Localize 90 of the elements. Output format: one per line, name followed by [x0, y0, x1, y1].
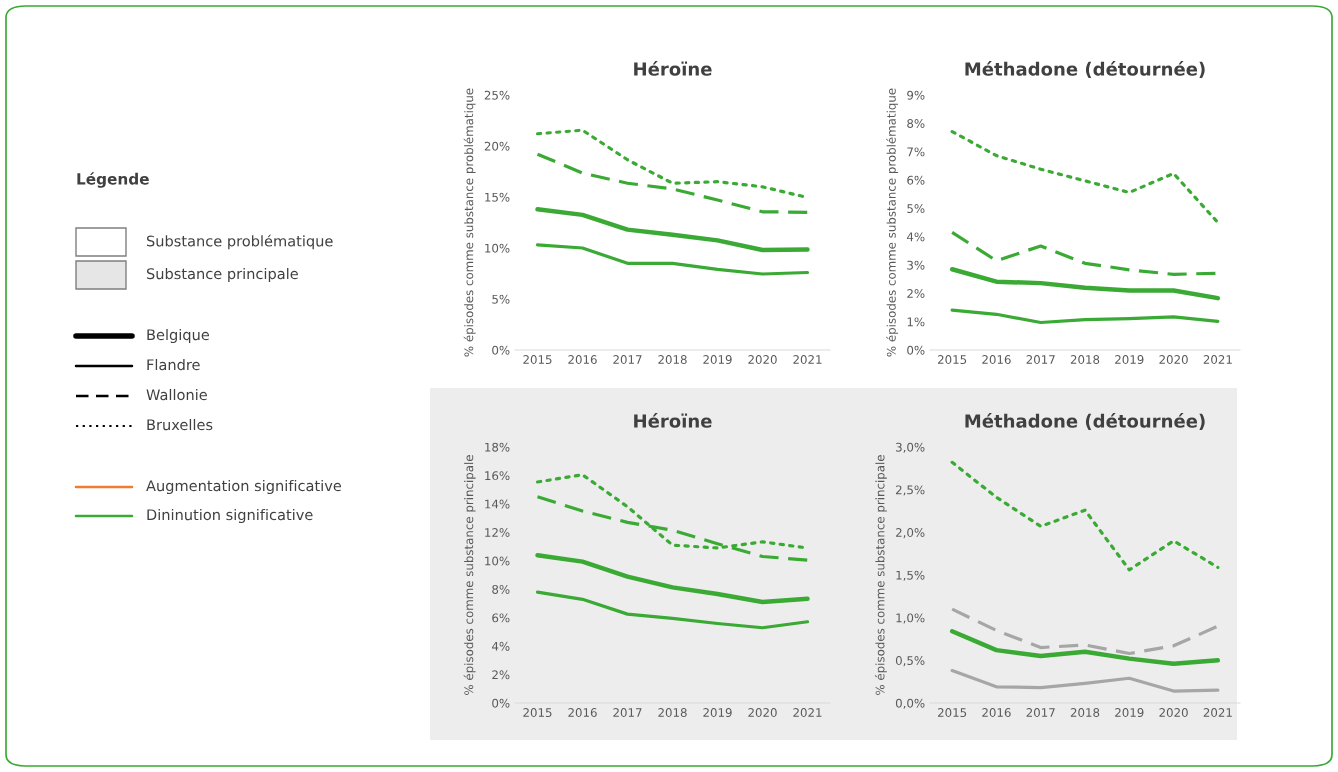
chart-title: Méthadone (détournée): [965, 413, 1205, 430]
text: Dininution significative: [147, 508, 313, 524]
y-tick-label: 1,5%: [896, 570, 925, 581]
text: Substance principale: [146, 267, 298, 283]
text: Bruxelles: [147, 418, 213, 431]
line-series: [950, 668, 1220, 693]
y-tick-label: 16%: [485, 471, 510, 481]
x-tick-label: 2020: [1159, 708, 1188, 717]
line-series: [535, 207, 810, 253]
y-tick-label: 4%: [491, 641, 510, 651]
y-tick-label: 3,0%: [896, 442, 925, 453]
y-tick-label: 5%: [492, 294, 510, 304]
y-axis-title: % épisodes comme substance problématique: [886, 88, 899, 357]
x-tick-label: 2021: [793, 355, 822, 364]
y-tick-label: 6%: [907, 175, 925, 185]
chart-title: Méthadone (détournée): [965, 61, 1205, 78]
y-tick-label: 12%: [485, 528, 510, 537]
x-tick-label: 2015: [523, 708, 552, 717]
x-tick-label: 2018: [658, 708, 687, 717]
y-tick-label: 9%: [907, 90, 925, 100]
x-tick-label: 2017: [613, 708, 642, 717]
line-series: [535, 553, 810, 605]
x-tick-label: 2017: [1026, 355, 1055, 364]
line-series: [535, 243, 810, 276]
x-tick-label: 2019: [703, 355, 732, 364]
x-tick-label: 2021: [1203, 708, 1232, 717]
y-tick-label: 0%: [907, 345, 925, 355]
y-tick-label: 5%: [907, 204, 925, 213]
y-tick-label: 0,0%: [895, 698, 925, 709]
line-series: [535, 152, 810, 214]
x-tick-label: 2019: [703, 708, 732, 717]
x-tick-label: 2016: [568, 355, 597, 364]
line-series: [950, 460, 1220, 572]
x-tick-label: 2017: [613, 355, 642, 364]
chart-title: Héroïne: [634, 61, 712, 76]
y-tick-label: 0%: [492, 698, 510, 708]
y-tick-label: 25%: [484, 90, 510, 100]
x-tick-label: 2015: [937, 708, 967, 717]
x-tick-label: 2016: [568, 708, 597, 717]
line-series: [950, 308, 1220, 325]
x-tick-label: 2017: [1026, 708, 1055, 717]
x-tick-label: 2021: [1203, 355, 1232, 364]
y-tick-label: 20%: [484, 141, 510, 151]
y-tick-label: 2,0%: [896, 528, 925, 539]
line-series: [949, 267, 1221, 301]
y-axis-title: % épisodes comme substance problématique: [463, 88, 476, 357]
x-tick-label: 2015: [523, 355, 552, 364]
y-tick-label: 1%: [907, 317, 925, 327]
line-series: [535, 590, 810, 630]
text: Wallonie: [146, 388, 207, 401]
x-tick-label: 2020: [1159, 355, 1188, 364]
y-tick-label: 18%: [485, 442, 510, 452]
y-tick-label: 2,5%: [896, 485, 925, 496]
text: Flandre: [147, 358, 200, 371]
x-tick-label: 2018: [1070, 355, 1100, 364]
x-tick-label: 2016: [982, 355, 1011, 364]
y-tick-label: 6%: [492, 613, 510, 623]
text: Légende: [77, 172, 149, 188]
x-tick-label: 2015: [937, 355, 967, 364]
x-tick-label: 2019: [1115, 355, 1144, 364]
x-tick-label: 2020: [748, 708, 777, 717]
y-tick-label: 1,0%: [896, 613, 925, 624]
text: Belgique: [147, 328, 210, 344]
y-axis-title: % épisodes comme substance principale: [463, 455, 476, 695]
y-tick-label: 3%: [907, 260, 925, 270]
chart-title: Héroïne: [634, 413, 712, 428]
y-tick-label: 14%: [485, 499, 510, 509]
y-tick-label: 4%: [906, 232, 925, 242]
line-series: [950, 129, 1220, 225]
text: Substance problématique: [146, 234, 333, 250]
y-tick-label: 2%: [492, 670, 510, 680]
y-tick-label: 0%: [492, 345, 510, 355]
x-tick-label: 2020: [748, 355, 777, 364]
y-tick-label: 2%: [907, 289, 925, 298]
y-tick-label: 10%: [485, 556, 510, 566]
x-tick-label: 2018: [658, 355, 687, 364]
y-tick-label: 15%: [485, 192, 510, 202]
line-series: [950, 607, 1220, 656]
line-series: [949, 629, 1221, 666]
y-axis-title: % épisodes comme substance principale: [874, 455, 887, 695]
y-tick-label: 8%: [492, 584, 510, 594]
x-tick-label: 2021: [793, 708, 822, 717]
x-tick-label: 2019: [1115, 708, 1144, 717]
x-tick-label: 2018: [1070, 708, 1100, 717]
y-tick-label: 7%: [907, 147, 925, 157]
y-tick-label: 8%: [907, 119, 925, 128]
text: Augmentation significative: [146, 479, 342, 495]
y-tick-label: 10%: [485, 243, 510, 253]
y-tick-label: 0,5%: [895, 656, 925, 667]
x-tick-label: 2016: [982, 708, 1011, 717]
